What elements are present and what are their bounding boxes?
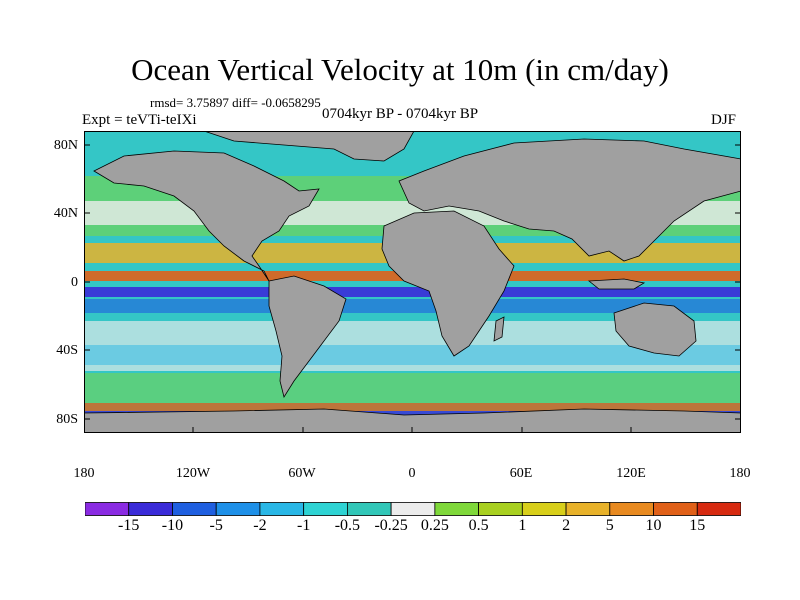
colorbar-box bbox=[478, 502, 523, 516]
world-map bbox=[84, 131, 741, 433]
colorbar-box bbox=[653, 502, 698, 516]
season-label: DJF bbox=[711, 112, 737, 128]
lat-label: 40S bbox=[56, 343, 78, 358]
colorbar-label: 0.5 bbox=[468, 517, 489, 534]
land-masses bbox=[84, 131, 741, 433]
lon-label: 180 bbox=[73, 466, 95, 481]
colorbar-label: -1 bbox=[296, 517, 311, 534]
lon-label: 60E bbox=[509, 466, 533, 481]
period-label: 0704kyr BP - 0704kyr BP bbox=[322, 106, 479, 122]
colorbar-label: 1 bbox=[518, 517, 527, 534]
ocean-band bbox=[84, 411, 741, 417]
lat-label: 0 bbox=[71, 275, 78, 290]
colorbar-label: -0.25 bbox=[374, 517, 408, 534]
colorbar-label: 10 bbox=[645, 517, 662, 534]
colorbar-box bbox=[696, 502, 741, 516]
lat-label: 40N bbox=[53, 206, 78, 221]
axis-ticks bbox=[84, 144, 741, 433]
colorbar-box bbox=[85, 502, 130, 516]
colorbar-box bbox=[128, 502, 173, 516]
colorbar-box bbox=[259, 502, 305, 516]
ocean-band bbox=[84, 345, 741, 365]
chart-title: Ocean Vertical Velocity at 10m (in cm/da… bbox=[131, 52, 669, 87]
colorbar-box bbox=[390, 502, 436, 516]
lon-label: 60W bbox=[288, 466, 316, 481]
colorbar-label: 2 bbox=[562, 517, 571, 534]
lon-label: 0 bbox=[408, 466, 416, 481]
colorbar-label: 15 bbox=[689, 517, 706, 534]
colorbar-label: -5 bbox=[209, 517, 223, 534]
colorbar-label: -10 bbox=[161, 517, 184, 534]
colorbar-box bbox=[172, 502, 217, 516]
colorbar-box bbox=[303, 502, 348, 516]
colorbar-label: -15 bbox=[118, 517, 140, 534]
colorbar-box bbox=[521, 502, 567, 516]
colorbar-label: 5 bbox=[605, 517, 614, 534]
colorbar-box bbox=[434, 502, 479, 516]
colorbar-label: 0.25 bbox=[420, 517, 449, 534]
colorbar-box bbox=[346, 502, 392, 516]
experiment-label: Expt = teVTi-teIXi bbox=[82, 112, 197, 128]
lon-label: 120E bbox=[616, 466, 646, 481]
lon-label: 180 bbox=[729, 466, 751, 481]
colorbar bbox=[85, 502, 741, 516]
stats-text: rmsd= 3.75897 diff= -0.0658295 bbox=[150, 95, 321, 110]
ocean-band bbox=[84, 299, 741, 313]
colorbar-label: -2 bbox=[253, 517, 267, 534]
lat-label: 80S bbox=[56, 412, 78, 427]
colorbar-box bbox=[215, 502, 261, 516]
colorbar-label: -0.5 bbox=[334, 517, 361, 534]
ocean-band bbox=[84, 287, 741, 297]
lon-label: 120W bbox=[175, 466, 211, 481]
colorbar-box bbox=[609, 502, 654, 516]
lat-label: 80N bbox=[53, 138, 78, 153]
ocean-band bbox=[84, 373, 741, 403]
colorbar-box bbox=[565, 502, 611, 516]
ocean-band bbox=[84, 403, 741, 411]
